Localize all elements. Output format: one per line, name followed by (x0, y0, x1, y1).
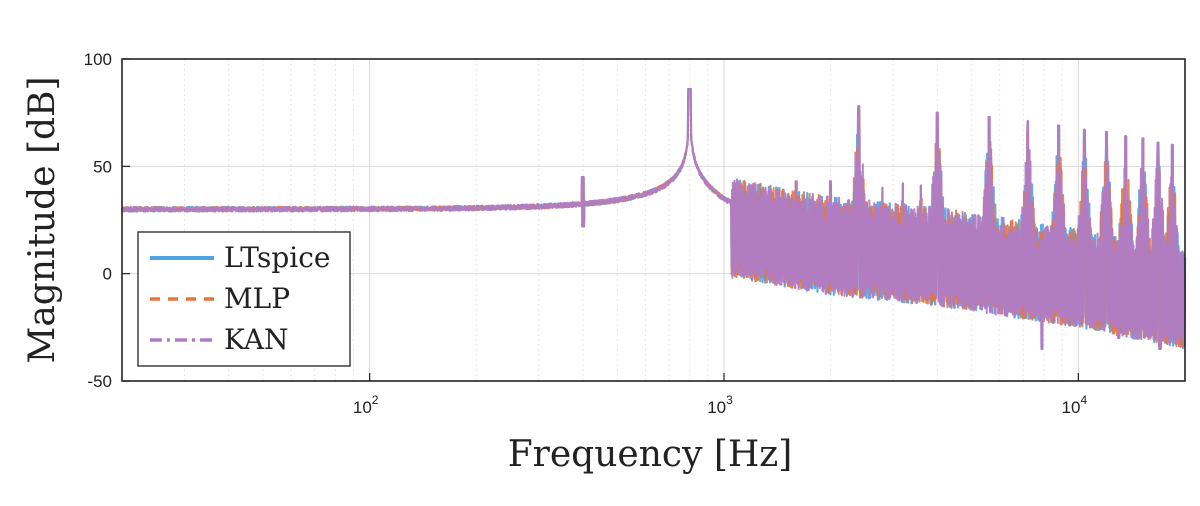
x-tick-label: 103 (707, 393, 733, 417)
plot-frame (121, 58, 1186, 382)
legend: LTspice MLP KAN (137, 231, 351, 367)
legend-label-ltspice: LTspice (224, 241, 330, 274)
y-tick-label: -50 (87, 372, 112, 391)
x-tick-label: 102 (353, 393, 379, 417)
x-tick-label: 104 (1062, 393, 1088, 417)
x-axis-label: Frequency [Hz] (508, 434, 793, 475)
series-layer (121, 87, 1187, 350)
y-tick-label: 50 (93, 157, 112, 176)
x-tick-labels: 102 103 104 (353, 373, 1088, 417)
legend-label-mlp: MLP (224, 282, 290, 315)
legend-label-kan: KAN (224, 323, 289, 356)
y-axis-label: Magnitude [dB] (22, 76, 63, 363)
y-tick-label: 0 (103, 265, 112, 284)
y-tick-labels: -50 0 50 100 (84, 50, 130, 391)
y-tick-label: 100 (84, 50, 112, 69)
series-line-kan (121, 88, 1186, 350)
